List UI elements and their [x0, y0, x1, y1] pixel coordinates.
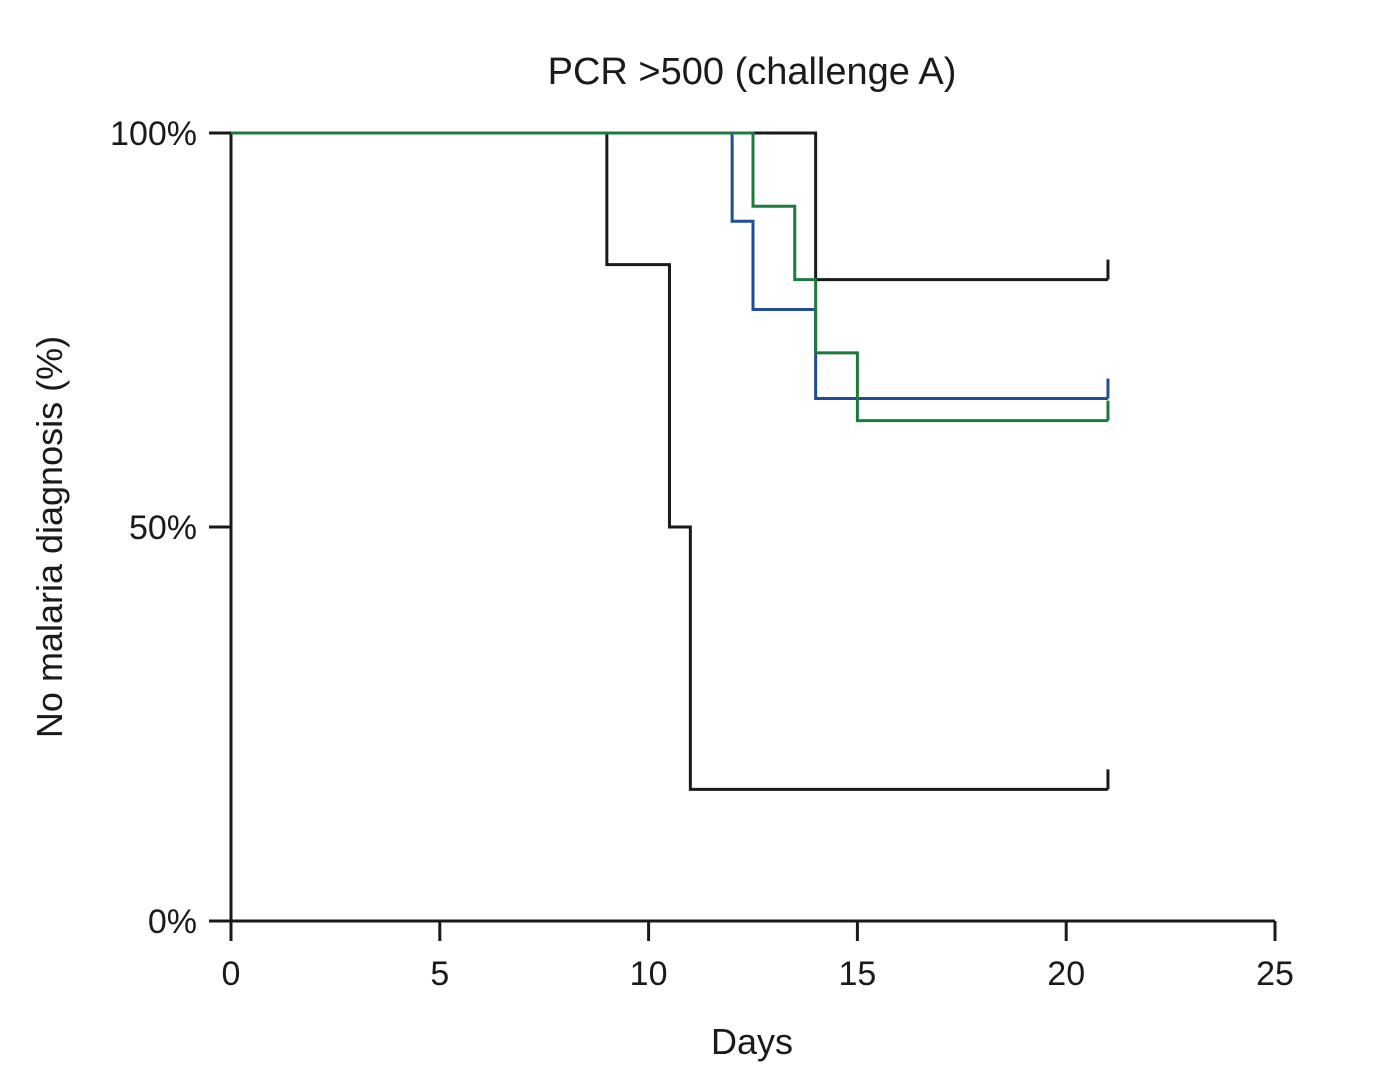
x-tick-label: 0	[222, 955, 241, 993]
x-axis-label: Days	[711, 1021, 793, 1062]
y-tick-label: 0%	[148, 903, 197, 941]
y-tick-label: 50%	[129, 509, 197, 547]
chart-title: PCR >500 (challenge A)	[548, 51, 957, 93]
series-line-3	[231, 131, 1108, 401]
x-tick-label: 5	[430, 955, 449, 993]
x-tick-label: 20	[1047, 955, 1085, 993]
y-tick-label: 100%	[110, 115, 197, 153]
x-tick-label: 15	[838, 955, 876, 993]
series-line-4	[231, 131, 1108, 423]
axes: 0 5 10 15 20 25 0% 50% 100%	[110, 115, 1294, 993]
series-line-2	[231, 131, 1108, 282]
series-line-1	[231, 131, 1108, 791]
x-tick-label: 25	[1256, 955, 1294, 993]
series-layer	[231, 131, 1110, 791]
x-tick-label: 10	[630, 955, 668, 993]
y-axis-label: No malaria diagnosis (%)	[29, 336, 70, 738]
